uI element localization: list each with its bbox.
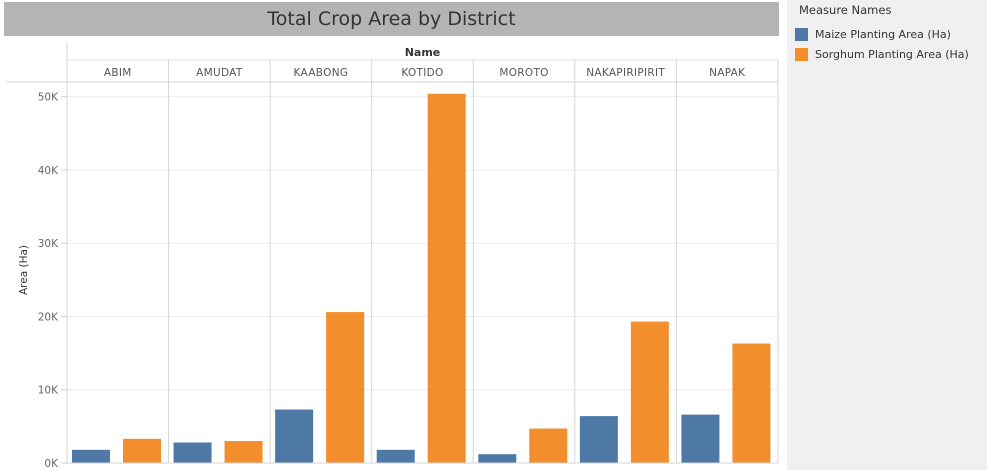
bar-maize bbox=[275, 409, 314, 463]
bar-maize bbox=[681, 414, 720, 463]
chart-title: Total Crop Area by District bbox=[267, 8, 516, 30]
bar-sorghum bbox=[427, 93, 466, 463]
legend-swatch-maize bbox=[795, 27, 808, 41]
legend-title: Measure Names bbox=[799, 3, 892, 17]
x-category-label: NAKAPIRIPIRIT bbox=[586, 67, 665, 79]
y-axis-label: Area (Ha) bbox=[18, 245, 30, 295]
legend-item-sorghum[interactable]: Sorghum Planting Area (Ha) bbox=[795, 46, 969, 62]
bar-sorghum bbox=[224, 441, 263, 463]
bar-sorghum bbox=[630, 321, 669, 463]
x-category-label: KOTIDO bbox=[401, 67, 443, 79]
y-tick-label: 10K bbox=[38, 385, 59, 397]
bar-sorghum bbox=[326, 312, 365, 463]
x-category-label: AMUDAT bbox=[196, 67, 243, 79]
bar-maize bbox=[478, 454, 517, 463]
column-header-title: Name bbox=[405, 46, 441, 59]
y-tick-label: 40K bbox=[38, 165, 59, 177]
bar-sorghum bbox=[732, 343, 771, 463]
y-tick-label: 20K bbox=[38, 311, 59, 323]
bar-maize bbox=[376, 449, 415, 463]
x-category-label: MOROTO bbox=[499, 67, 548, 79]
y-tick-label: 50K bbox=[38, 92, 59, 104]
chart-title-bar: Total Crop Area by District bbox=[4, 2, 779, 36]
x-category-label: KAABONG bbox=[294, 67, 349, 79]
bar-sorghum bbox=[123, 438, 161, 463]
legend-label-sorghum: Sorghum Planting Area (Ha) bbox=[815, 47, 969, 61]
bar-chart: Name 0K 10K 20K 30K 40K 50K Area (Ha) ABIM AMUDAT… bbox=[6, 42, 779, 470]
bar-sorghum bbox=[529, 428, 568, 463]
legend-swatch-sorghum bbox=[795, 47, 808, 61]
bar-maize bbox=[72, 449, 110, 463]
bar-maize bbox=[173, 442, 212, 463]
legend-panel: Measure Names Maize Planting Area (Ha) S… bbox=[787, 0, 987, 470]
y-tick-label: 30K bbox=[38, 238, 59, 250]
bar-maize bbox=[579, 416, 618, 463]
legend-item-maize[interactable]: Maize Planting Area (Ha) bbox=[795, 26, 951, 42]
x-category-label: NAPAK bbox=[709, 67, 746, 79]
y-tick-label: 0K bbox=[44, 458, 59, 470]
legend-label-maize: Maize Planting Area (Ha) bbox=[815, 27, 951, 41]
x-category-label: ABIM bbox=[104, 67, 132, 79]
